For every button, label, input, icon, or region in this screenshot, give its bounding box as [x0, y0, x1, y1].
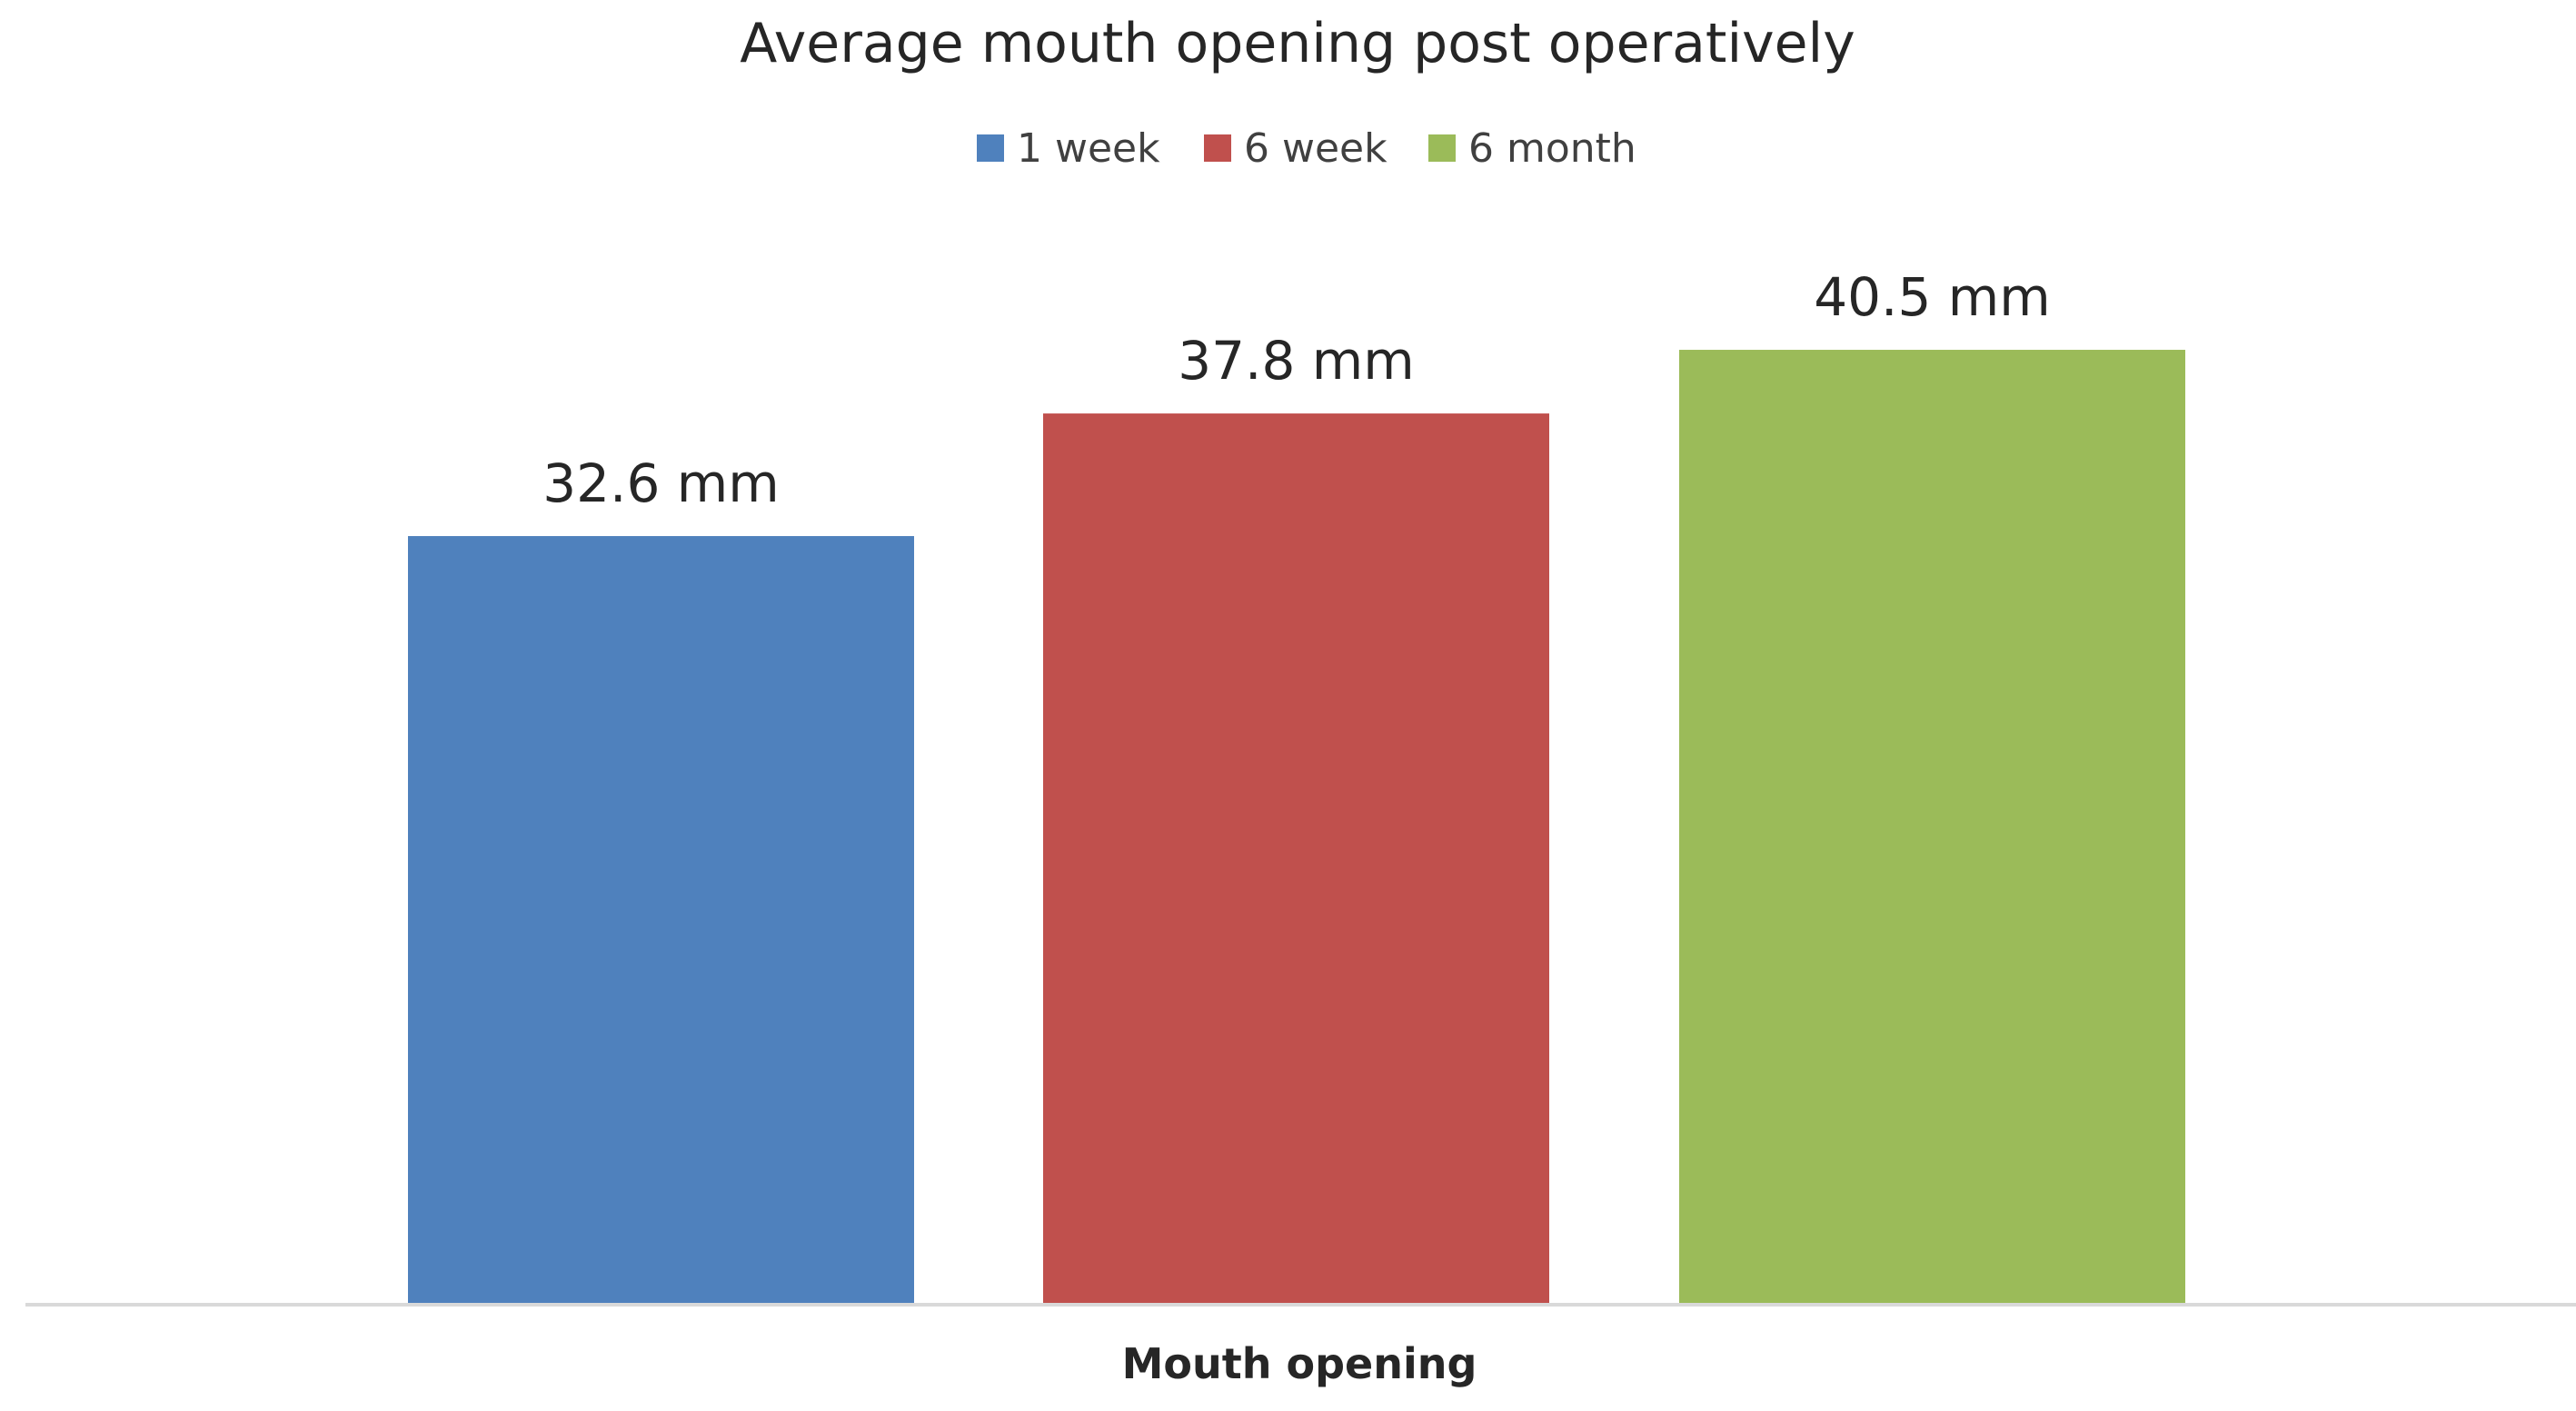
legend-swatch-6-week — [1204, 134, 1231, 162]
legend-swatch-6-month — [1428, 134, 1456, 162]
data-label-6-month: 40.5 mm — [1814, 266, 2051, 328]
x-axis-label: Mouth opening — [1122, 1339, 1477, 1388]
legend: 1 week 6 week 6 month — [977, 125, 1636, 172]
legend-label-6-month: 6 month — [1468, 125, 1636, 172]
data-label-1-week: 32.6 mm — [542, 452, 780, 514]
legend-label-6-week: 6 week — [1244, 125, 1387, 172]
bars-group — [408, 350, 2185, 1306]
bar-6-month — [1679, 350, 2185, 1305]
data-label-6-week: 37.8 mm — [1178, 330, 1415, 392]
chart-title: Average mouth opening post operatively — [740, 12, 1855, 75]
bar-1-week — [408, 536, 914, 1305]
legend-label-1-week: 1 week — [1017, 125, 1160, 172]
bar-6-week — [1043, 413, 1549, 1306]
data-labels-group: 32.6 mm 37.8 mm 40.5 mm — [542, 266, 2051, 514]
legend-swatch-1-week — [977, 134, 1004, 162]
